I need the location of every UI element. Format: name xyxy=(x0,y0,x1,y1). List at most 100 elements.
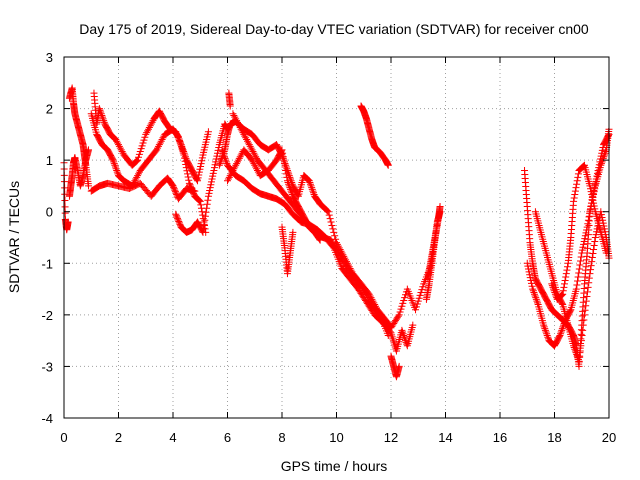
data-point xyxy=(591,181,599,189)
data-point xyxy=(235,154,243,162)
data-point xyxy=(316,235,324,243)
data-point xyxy=(375,310,383,318)
data-point xyxy=(252,163,260,171)
data-point xyxy=(197,201,205,209)
series-track-d xyxy=(90,89,212,185)
data-point xyxy=(233,118,241,126)
data-point xyxy=(576,347,584,355)
data-point xyxy=(329,240,337,248)
data-point xyxy=(570,342,578,350)
data-point xyxy=(598,146,606,154)
data-point xyxy=(146,122,154,130)
data-point xyxy=(251,151,259,159)
data-point xyxy=(198,208,206,216)
series-track-e xyxy=(87,110,210,236)
data-point xyxy=(389,321,397,329)
data-point xyxy=(200,224,208,232)
data-point xyxy=(210,164,218,172)
data-point xyxy=(580,240,588,248)
data-point xyxy=(206,187,214,195)
series-track-f xyxy=(87,174,199,203)
data-point xyxy=(198,157,206,165)
data-point xyxy=(61,203,69,211)
data-point xyxy=(134,172,142,180)
data-point xyxy=(398,302,406,310)
data-point xyxy=(111,161,119,169)
x-tick-label: 0 xyxy=(60,430,67,445)
data-point xyxy=(250,160,258,168)
data-point xyxy=(589,250,597,258)
data-point xyxy=(244,139,252,147)
data-point xyxy=(234,120,242,128)
data-point xyxy=(223,160,231,168)
data-point xyxy=(230,165,238,173)
data-point xyxy=(117,146,125,154)
data-point xyxy=(576,352,584,360)
data-point xyxy=(203,204,211,212)
data-point xyxy=(413,300,421,308)
data-point xyxy=(549,283,557,291)
data-point xyxy=(558,299,566,307)
data-point xyxy=(195,168,203,176)
data-point xyxy=(225,173,233,181)
data-point xyxy=(540,321,548,329)
data-point xyxy=(326,215,334,223)
data-point xyxy=(557,330,565,338)
data-point xyxy=(197,160,205,168)
data-point xyxy=(526,271,534,279)
data-point xyxy=(195,196,203,204)
data-point xyxy=(541,325,549,333)
y-tick-label: 0 xyxy=(46,205,53,220)
data-point xyxy=(315,234,323,242)
data-point xyxy=(226,172,234,180)
data-point xyxy=(587,262,595,270)
data-point xyxy=(581,232,589,240)
data-point xyxy=(338,256,346,264)
data-point xyxy=(334,250,342,258)
data-point xyxy=(234,156,242,164)
data-point xyxy=(362,290,370,298)
data-point xyxy=(579,321,587,329)
data-point xyxy=(361,287,369,295)
data-point xyxy=(288,189,296,197)
data-point xyxy=(135,150,143,158)
data-point xyxy=(116,144,124,152)
data-point xyxy=(251,161,259,169)
data-point xyxy=(113,168,121,176)
data-point xyxy=(305,177,313,185)
series-track-g xyxy=(172,120,231,236)
data-point xyxy=(242,134,250,142)
data-point xyxy=(205,189,213,197)
data-point xyxy=(400,297,408,305)
data-point xyxy=(232,161,240,169)
x-tick-label: 20 xyxy=(602,430,616,445)
data-point xyxy=(580,238,588,246)
data-point xyxy=(597,152,605,160)
data-point xyxy=(307,182,315,190)
data-point xyxy=(175,219,183,227)
data-point xyxy=(586,182,594,190)
data-point xyxy=(175,217,183,225)
data-point xyxy=(246,142,254,150)
data-point xyxy=(573,350,581,358)
data-point xyxy=(548,280,556,288)
data-point xyxy=(548,282,556,290)
data-point xyxy=(584,220,592,228)
data-point xyxy=(209,172,217,180)
data-point xyxy=(359,284,367,292)
data-point xyxy=(158,136,166,144)
data-point xyxy=(240,130,248,138)
data-point xyxy=(336,253,344,261)
data-point xyxy=(580,162,588,170)
data-point xyxy=(530,289,538,297)
data-point xyxy=(388,322,396,330)
series-track-o xyxy=(387,352,403,381)
data-point xyxy=(360,285,368,293)
data-point xyxy=(220,151,228,159)
data-point xyxy=(396,308,404,316)
data-point xyxy=(200,220,208,228)
data-point xyxy=(563,266,571,274)
data-point xyxy=(534,299,542,307)
data-point xyxy=(196,197,204,205)
data-point xyxy=(323,206,331,214)
